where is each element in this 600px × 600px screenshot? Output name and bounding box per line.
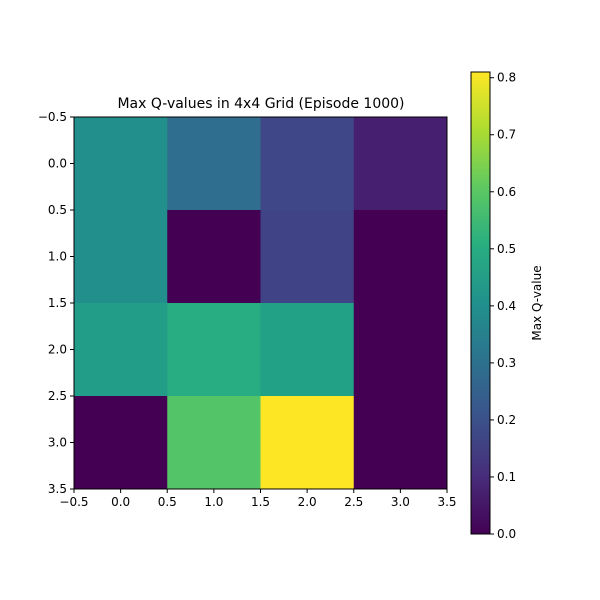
heatmap-cell-r2-c3 [353, 303, 448, 397]
heatmap-cell-r1-c0 [74, 210, 168, 304]
colorbar-tick-label: 0.1 [497, 470, 516, 484]
heatmap-cell-r1-c2 [260, 210, 355, 304]
heatmap-cells [74, 117, 448, 490]
y-tick-label: 0.0 [48, 157, 67, 171]
y-tick-label: 2.5 [48, 389, 67, 403]
heatmap-cell-r0-c0 [74, 117, 168, 211]
colorbar [470, 71, 491, 535]
colorbar-label: Max Q-value [530, 265, 544, 340]
y-axis: −0.5 0.0 0.5 1.0 1.5 2.0 2.5 3.0 3.5 [38, 110, 74, 496]
y-tick-label: 0.5 [48, 203, 67, 217]
heatmap-cell-r2-c2 [260, 303, 355, 397]
x-tick-label: 2.0 [298, 495, 317, 509]
x-tick-label: 1.0 [204, 495, 223, 509]
y-tick-label: 3.0 [48, 436, 67, 450]
colorbar-tick-label: 0.8 [497, 71, 516, 85]
heatmap-cell-r3-c1 [167, 396, 261, 490]
x-tick-label: 1.5 [251, 495, 270, 509]
colorbar-tick-label: 0.5 [497, 242, 516, 256]
heatmap-cell-r1-c3 [353, 210, 448, 304]
colorbar-tick-label: 0.0 [497, 527, 516, 541]
heatmap-cell-r0-c2 [260, 117, 355, 211]
heatmap-cell-r2-c1 [167, 303, 261, 397]
x-tick-label: 3.5 [437, 495, 456, 509]
colorbar-tick-label: 0.7 [497, 128, 516, 142]
colorbar-tick-label: 0.2 [497, 413, 516, 427]
x-tick-label: 0.5 [158, 495, 177, 509]
y-tick-label: 2.0 [48, 343, 67, 357]
colorbar-tick-label: 0.4 [497, 299, 516, 313]
heatmap-cell-r3-c3 [353, 396, 448, 490]
colorbar-axis: 0.0 0.1 0.2 0.3 0.4 0.5 0.6 0.7 0.8 [490, 71, 516, 541]
heatmap-cell-r3-c2 [260, 396, 355, 490]
heatmap-cell-r1-c1 [167, 210, 261, 304]
colorbar-tick-label: 0.6 [497, 185, 516, 199]
heatmap-cell-r0-c1 [167, 117, 261, 211]
colorbar-tick-label: 0.3 [497, 356, 516, 370]
y-tick-label: 3.5 [48, 482, 67, 496]
x-tick-label: 3.0 [391, 495, 410, 509]
x-tick-label: 0.0 [111, 495, 130, 509]
x-tick-label: −0.5 [59, 495, 88, 509]
y-tick-label: 1.0 [48, 250, 67, 264]
y-tick-label: 1.5 [48, 296, 67, 310]
heatmap-cell-r2-c0 [74, 303, 168, 397]
y-tick-label: −0.5 [38, 110, 67, 124]
heatmap-cell-r0-c3 [353, 117, 448, 211]
x-tick-label: 2.5 [344, 495, 363, 509]
chart-title: Max Q-values in 4x4 Grid (Episode 1000) [117, 96, 404, 112]
heatmap-cell-r3-c0 [74, 396, 168, 490]
x-axis: −0.5 0.0 0.5 1.0 1.5 2.0 2.5 3.0 3.5 [59, 489, 457, 509]
